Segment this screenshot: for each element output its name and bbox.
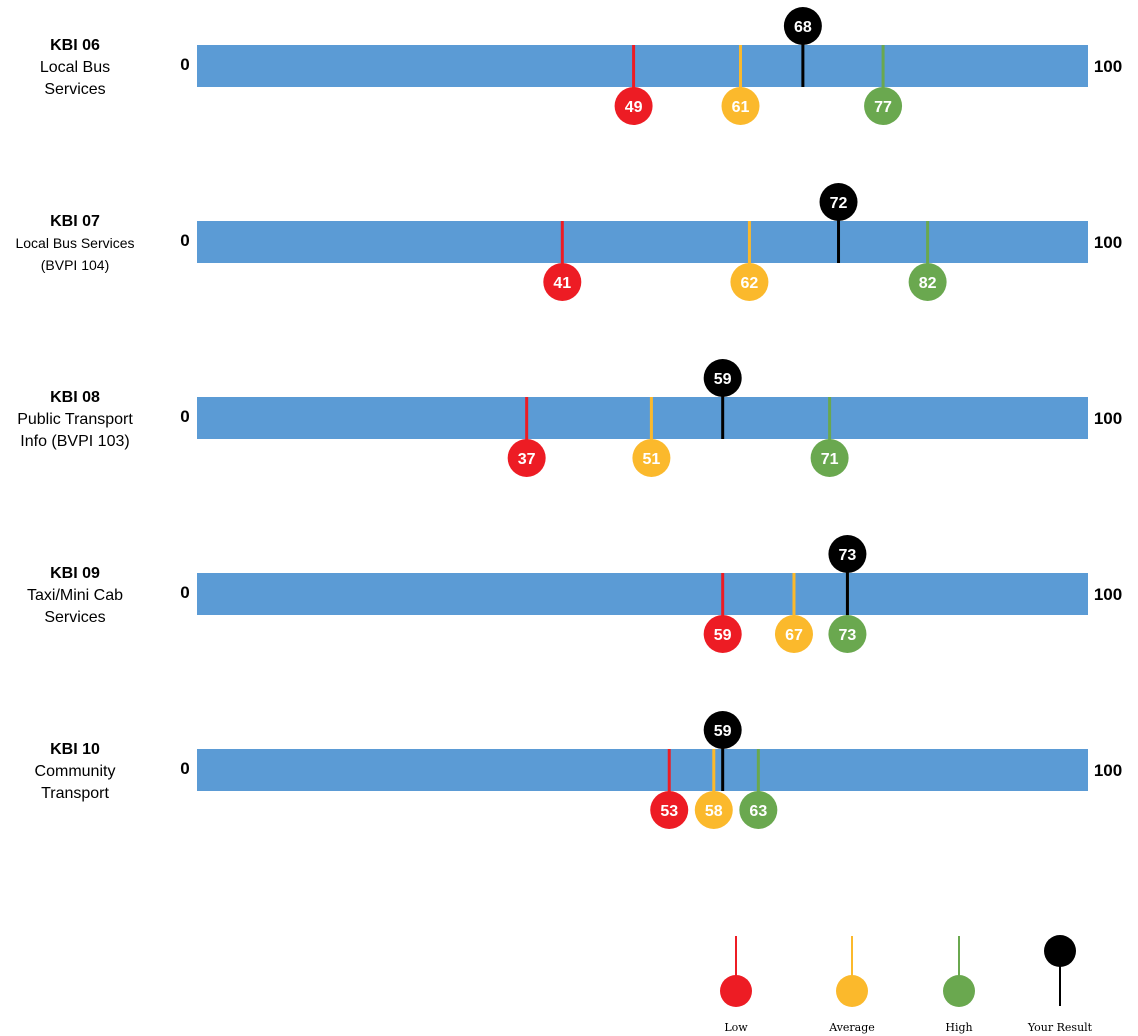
row-name-line: Public Transport [17,411,133,428]
row-code: KBI 10 [50,741,100,758]
row-code: KBI 08 [50,389,100,406]
row-code: KBI 07 [50,213,100,230]
row-name-line: (BVPI 104) [41,257,109,273]
kbi-row: KBI 09 Taxi/Mini Cab Services 0 100 59 67 73 73 [27,535,1122,653]
low-value-label: 37 [518,451,536,468]
scale-min-label: 0 [180,759,189,778]
result-value-label: 59 [714,371,732,388]
row-name-line: Taxi/Mini Cab [27,587,123,604]
low-marker-dot [650,791,689,829]
row-name-line: Local Bus [40,59,110,76]
result-value-label: 72 [830,195,848,212]
scale-max-label: 100 [1094,57,1122,76]
result-value-label: 73 [839,547,857,564]
kbi-row: KBI 10 Community Transport 0 100 53 58 63 59 [35,711,1122,829]
average-marker-dot [632,439,671,477]
legend: Low Average High Your Result [720,935,1093,1034]
low-marker-dot [507,439,546,477]
high-marker-dot [864,87,903,125]
legend-high-dot [943,975,975,1007]
row-name-line: Services [44,81,105,98]
legend-low-dot [720,975,752,1007]
low-value-label: 49 [625,99,643,116]
result-marker-dot [703,711,742,749]
kbi-row: KBI 06 Local Bus Services 0 100 49 61 77 68 [40,7,1122,125]
row-code: KBI 06 [50,37,100,54]
average-marker-dot [721,87,760,125]
scale-bar [197,397,1088,439]
scale-min-label: 0 [180,583,189,602]
row-name-line: Local Bus Services [15,235,134,251]
scale-max-label: 100 [1094,761,1122,780]
low-value-label: 59 [714,627,732,644]
average-marker-dot [774,615,813,653]
row-name-line: Services [44,609,105,626]
low-value-label: 41 [553,275,571,292]
high-marker-dot [908,263,947,301]
legend-high-label: High [945,1021,972,1034]
scale-bar [197,749,1088,791]
average-marker-dot [730,263,769,301]
low-marker-dot [614,87,653,125]
row-name-line: Info (BVPI 103) [20,433,129,450]
result-marker-dot [783,7,822,45]
low-marker-dot [703,615,742,653]
scale-min-label: 0 [180,55,189,74]
kbi-row: KBI 08 Public Transport Info (BVPI 103) 0 10… [17,359,1122,477]
high-value-label: 77 [874,99,892,116]
low-marker-dot [543,263,582,301]
high-value-label: 73 [839,627,857,644]
scale-max-label: 100 [1094,409,1122,428]
legend-average-dot [836,975,868,1007]
average-value-label: 58 [705,803,723,820]
legend-low-label: Low [724,1021,748,1034]
kbi-row: KBI 07 Local Bus Services (BVPI 104) 0 100 41… [15,183,1122,301]
average-value-label: 51 [643,451,661,468]
legend-result-label: Your Result [1027,1021,1093,1034]
scale-bar [197,45,1088,87]
average-value-label: 61 [732,99,750,116]
high-value-label: 82 [919,275,937,292]
result-value-label: 68 [794,19,812,36]
result-marker-dot [703,359,742,397]
high-marker-dot [739,791,778,829]
high-value-label: 71 [821,451,839,468]
result-marker-dot [828,535,867,573]
high-value-label: 63 [749,803,767,820]
scale-bar [197,573,1088,615]
row-name-line: Community [35,763,116,780]
high-marker-dot [828,615,867,653]
result-value-label: 59 [714,723,732,740]
legend-result-dot [1044,935,1076,967]
result-marker-dot [819,183,858,221]
row-name-line: Transport [41,785,109,802]
scale-max-label: 100 [1094,585,1122,604]
row-code: KBI 09 [50,565,100,582]
average-marker-dot [694,791,733,829]
low-value-label: 53 [660,803,678,820]
scale-min-label: 0 [180,407,189,426]
scale-min-label: 0 [180,231,189,250]
average-value-label: 67 [785,627,803,644]
high-marker-dot [810,439,849,477]
average-value-label: 62 [741,275,759,292]
legend-average-label: Average [828,1021,875,1034]
scale-max-label: 100 [1094,233,1122,252]
scale-bar [197,221,1088,263]
